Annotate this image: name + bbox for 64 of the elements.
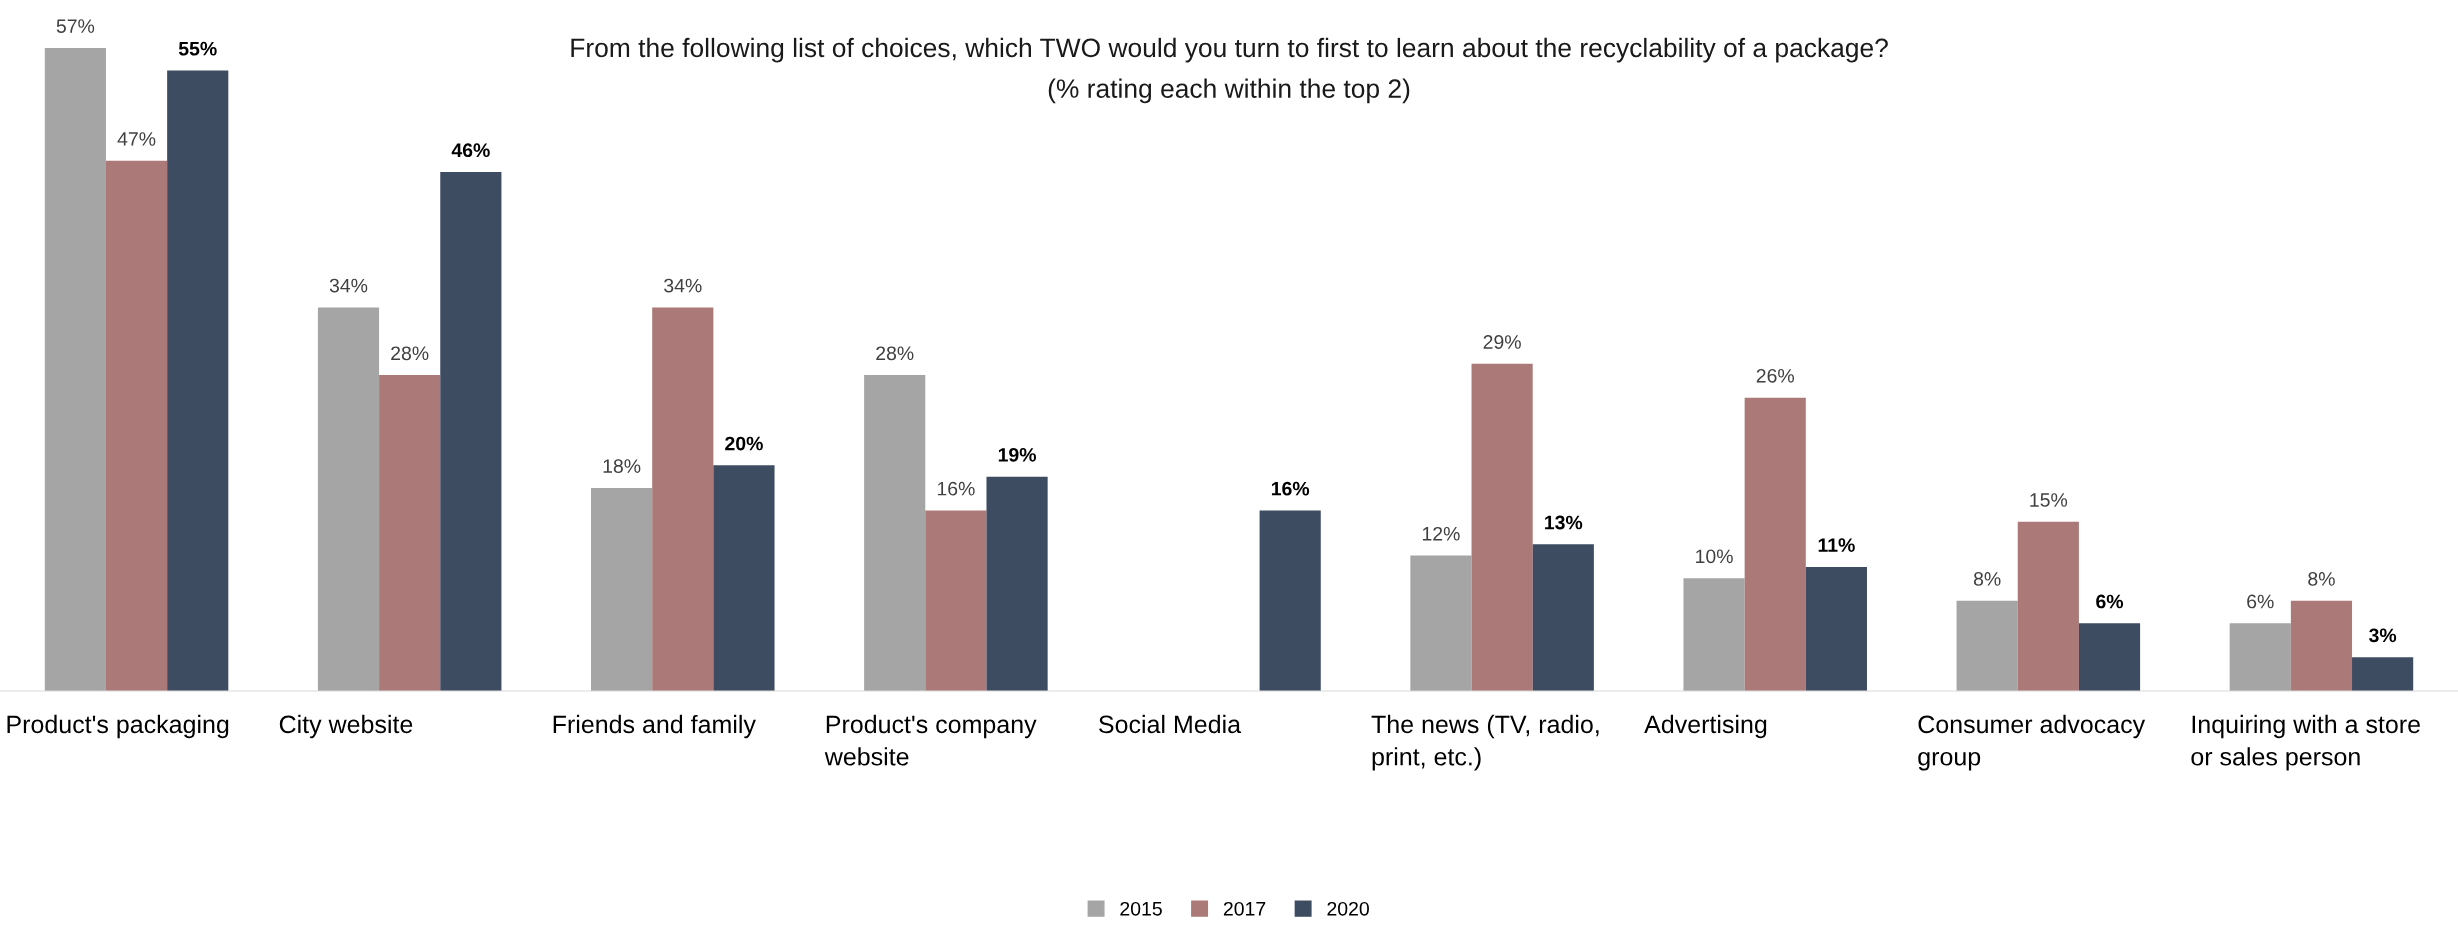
bar xyxy=(986,476,1048,691)
bar xyxy=(167,70,229,691)
bar xyxy=(591,487,653,691)
x-tick-label: Advertising xyxy=(1644,714,1767,739)
bar xyxy=(2352,657,2414,691)
bar xyxy=(925,510,987,691)
chart-title: From the following list of choices, which TWO would you turn to first to learn about the recyclability of a package? xyxy=(571,37,1888,63)
bar xyxy=(652,307,714,691)
data-label: 10% xyxy=(1696,549,1733,564)
bar xyxy=(105,160,168,691)
data-label: 12% xyxy=(1422,526,1460,541)
bar xyxy=(317,307,380,691)
bar xyxy=(864,375,926,691)
bar xyxy=(1956,600,2018,691)
legend-label: 2020 xyxy=(1327,901,1369,916)
bar xyxy=(1805,566,1867,691)
bar xyxy=(1259,510,1321,691)
data-label: 16% xyxy=(1271,481,1310,496)
data-label: 20% xyxy=(725,436,763,451)
x-tick-label: Inquiring with a store or sales person xyxy=(2191,714,2420,771)
bar xyxy=(2017,521,2079,691)
data-label: 47% xyxy=(117,132,156,146)
legend-label: 2017 xyxy=(1223,901,1266,916)
bar xyxy=(1744,397,1806,691)
x-tick-label: City website xyxy=(279,714,413,739)
data-label: 15% xyxy=(2030,493,2068,507)
data-label: 8% xyxy=(2308,572,2335,586)
data-label: 13% xyxy=(1545,515,1583,530)
data-label: 3% xyxy=(2369,628,2397,643)
x-tick-label: The news (TV, radio, print, etc.) xyxy=(1371,714,1599,771)
bar xyxy=(2290,600,2353,691)
data-label: 16% xyxy=(937,481,975,496)
data-label: 6% xyxy=(2247,594,2274,609)
data-label: 6% xyxy=(2096,594,2124,609)
x-tick-label: Social Media xyxy=(1099,714,1242,734)
bar xyxy=(1683,578,1745,691)
data-label: 34% xyxy=(664,278,702,293)
data-label: 8% xyxy=(1973,572,2001,586)
bar xyxy=(2078,623,2141,691)
data-label: 34% xyxy=(329,278,368,293)
text: (% rating each within the top 2) xyxy=(1048,78,1410,104)
bar xyxy=(2229,623,2291,691)
data-label: 11% xyxy=(1818,538,1855,552)
bar xyxy=(440,172,502,691)
data-label: 19% xyxy=(998,447,1037,462)
data-label: 46% xyxy=(451,143,490,158)
x-tick-label: Product's packaging xyxy=(7,714,229,739)
data-label: 18% xyxy=(603,459,641,473)
data-label: 28% xyxy=(391,346,429,361)
data-label: 28% xyxy=(876,346,914,361)
bar xyxy=(379,375,441,691)
bar xyxy=(713,465,775,691)
x-tick-label: Product's company website xyxy=(824,714,1037,766)
bar xyxy=(44,47,106,691)
bar xyxy=(1471,363,1533,691)
data-label: 57% xyxy=(56,19,95,33)
data-label: 29% xyxy=(1483,335,1521,349)
bar xyxy=(1410,555,1472,691)
legend-label: 2015 xyxy=(1120,901,1162,916)
x-tick-label: Friends and family xyxy=(553,714,756,739)
data-label: 55% xyxy=(178,41,217,56)
bar xyxy=(1532,544,1594,691)
x-tick-label: Consumer advocacy group xyxy=(1918,714,2146,771)
data-label: 26% xyxy=(1756,368,1794,383)
